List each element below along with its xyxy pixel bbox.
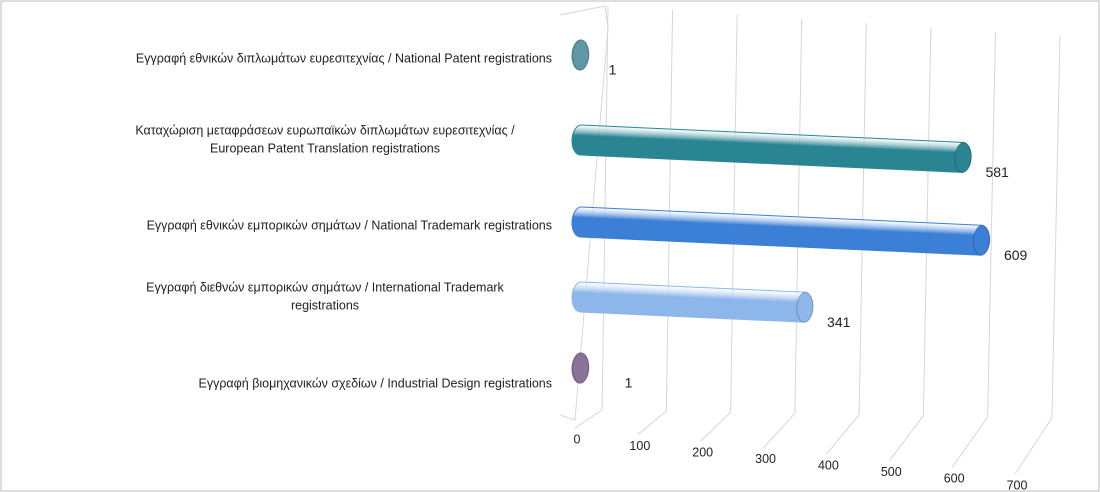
value-label: 1 <box>625 375 633 391</box>
floor-line <box>637 410 667 435</box>
bar-cap <box>572 352 590 384</box>
value-label: 341 <box>827 314 851 330</box>
category-label: Εγγραφή βιομηχανικών σχεδίων / Industria… <box>198 376 552 390</box>
bar-cap <box>954 141 972 173</box>
floor-line <box>700 411 731 442</box>
x-tick-label: 500 <box>881 465 902 479</box>
grid-line <box>858 23 867 415</box>
x-tick-label: 300 <box>755 452 776 466</box>
bar-group <box>571 124 972 173</box>
bar-cap <box>796 291 814 323</box>
floor-line <box>574 409 603 429</box>
x-tick-label: 700 <box>1007 478 1028 492</box>
bar-group <box>571 281 814 323</box>
grid-line <box>1051 35 1061 419</box>
category-label: Εγγραφή διεθνών εμπορικών σημάτων / Inte… <box>146 280 504 294</box>
value-label: 1 <box>609 62 617 78</box>
x-tick-label: 400 <box>818 459 839 473</box>
x-tick-label: 600 <box>944 472 965 486</box>
floor-line <box>826 414 860 455</box>
grid-line <box>987 31 996 417</box>
bar-group <box>571 206 991 256</box>
category-label: registrations <box>291 298 359 312</box>
x-tick-label: 200 <box>692 445 713 459</box>
category-label: Εγγραφή εθνικών διπλωμάτων ευρεσιτεχνίας… <box>136 51 552 65</box>
category-label: European Patent Translation registration… <box>210 141 440 155</box>
x-tick-label: 0 <box>574 432 581 446</box>
bar-cap <box>572 39 590 71</box>
floor-line <box>888 415 924 462</box>
grid-line <box>730 14 738 413</box>
bar-group <box>571 352 590 384</box>
value-label: 581 <box>985 164 1009 180</box>
floor-line <box>763 413 796 449</box>
bar-group <box>571 39 590 71</box>
bar-cap <box>973 224 991 256</box>
floor-line <box>1014 417 1053 475</box>
grid-line <box>794 18 803 414</box>
floor-line <box>951 416 989 468</box>
value-label: 609 <box>1004 247 1028 263</box>
x-tick-label: 100 <box>629 439 650 453</box>
grid-line <box>922 27 932 416</box>
category-label: Καταχώριση μεταφράσεων ευρωπαϊκών διπλωμ… <box>135 123 515 137</box>
category-label: Εγγραφή εθνικών εμπορικών σημάτων / Nati… <box>147 218 552 232</box>
